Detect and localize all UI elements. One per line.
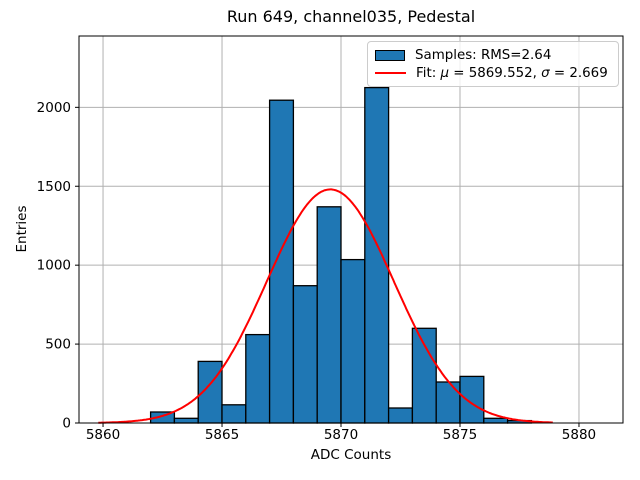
mu-symbol: μ <box>440 65 449 81</box>
svg-text:1000: 1000 <box>37 258 71 274</box>
legend-entry-fit: Fit: μ = 5869.552, σ = 2.669 <box>375 64 612 82</box>
legend-label-samples: Samples: RMS=2.64 <box>415 47 552 63</box>
svg-text:5880: 5880 <box>562 427 596 443</box>
chart-title: Run 649, channel035, Pedestal <box>226 7 476 26</box>
fit-label-sigma-value: = 2.669 <box>549 65 608 81</box>
legend-entry-samples: Samples: RMS=2.64 <box>375 46 612 64</box>
svg-text:1500: 1500 <box>37 179 71 195</box>
svg-text:5860: 5860 <box>86 427 120 443</box>
svg-text:0: 0 <box>62 416 71 432</box>
x-axis-label: ADC Counts <box>310 447 392 463</box>
legend-label-fit: Fit: μ = 5869.552, σ = 2.669 <box>416 66 608 81</box>
legend: Samples: RMS=2.64 Fit: μ = 5869.552, σ =… <box>367 41 619 87</box>
svg-text:5870: 5870 <box>324 427 358 443</box>
svg-text:5865: 5865 <box>205 427 239 443</box>
sigma-symbol: σ <box>541 65 550 81</box>
y-axis-label: Entries <box>14 205 30 253</box>
histogram-swatch <box>375 49 405 61</box>
svg-text:500: 500 <box>45 337 71 353</box>
svg-text:2000: 2000 <box>37 100 71 116</box>
fit-label-mu-value: = 5869.552, <box>449 65 542 81</box>
fit-label-prefix: Fit: <box>416 65 441 81</box>
svg-text:5875: 5875 <box>443 427 477 443</box>
fit-line-swatch <box>375 72 406 74</box>
